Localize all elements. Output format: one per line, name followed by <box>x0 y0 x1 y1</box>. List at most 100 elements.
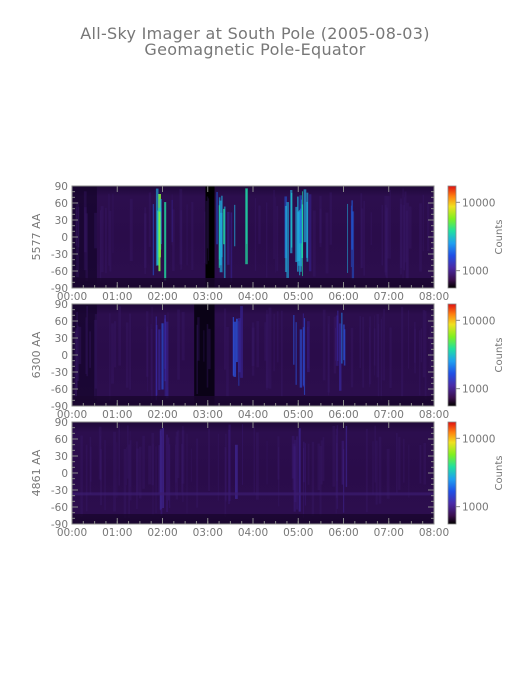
keogram-streak <box>299 329 303 388</box>
keogram-streak <box>383 308 385 381</box>
keogram-streak <box>230 212 233 282</box>
keogram-streak <box>144 207 147 275</box>
keogram-streak <box>307 326 309 369</box>
keogram-streak <box>386 196 390 259</box>
y-tick-label: -30 <box>51 367 68 379</box>
x-tick-label: 02:00 <box>147 409 177 421</box>
colorbar-tick-label: 10000 <box>462 433 495 445</box>
keogram-streak <box>306 192 309 262</box>
keogram-streak <box>136 441 138 510</box>
keogram-streak <box>419 203 422 272</box>
y-tick-label: 0 <box>61 350 68 362</box>
colorbar-tick-label: 10000 <box>462 315 495 327</box>
keogram-streak <box>225 448 227 502</box>
keogram-streak <box>75 328 77 398</box>
keogram-streak <box>336 425 339 509</box>
keogram-streak <box>404 197 406 271</box>
y-tick-label: 0 <box>61 232 68 244</box>
keogram-streak <box>181 311 185 361</box>
keogram-streak <box>377 323 380 397</box>
keogram-streak <box>177 309 180 380</box>
keogram-streak <box>284 205 288 273</box>
keogram-streak <box>216 191 218 245</box>
keogram-streak <box>327 315 330 393</box>
keogram-streak <box>296 436 298 510</box>
keogram-streak <box>278 447 280 507</box>
keogram-streak <box>414 321 416 363</box>
colorbar <box>447 421 457 525</box>
keogram-streak <box>196 438 199 508</box>
keogram-streak <box>113 321 117 368</box>
keogram-streak <box>401 306 404 397</box>
keogram-streak <box>89 331 91 368</box>
keogram-streak <box>325 212 329 274</box>
keogram-streak <box>125 447 127 486</box>
data-gap <box>205 186 215 288</box>
keogram-streak <box>365 428 368 513</box>
y-tick-label: 60 <box>55 316 68 328</box>
keogram-streak <box>402 205 406 270</box>
keogram-streak <box>159 199 162 245</box>
keogram-streak <box>174 444 176 496</box>
keogram-streak <box>217 433 219 501</box>
colorbar <box>447 185 457 289</box>
keogram-streak <box>298 428 301 512</box>
keogram-streak <box>384 195 388 273</box>
keogram-streak <box>320 440 323 485</box>
keogram-streak <box>105 207 107 274</box>
keogram-streak <box>205 200 208 265</box>
keogram-streak <box>360 193 363 269</box>
keogram-streak <box>191 201 194 271</box>
x-tick-label: 07:00 <box>374 527 404 539</box>
keogram-streak <box>405 210 409 280</box>
x-tick-label: 06:00 <box>328 527 358 539</box>
keogram-streak <box>90 446 92 482</box>
y-axis-label: 5577 AA <box>30 213 43 260</box>
keogram-streak <box>181 443 184 493</box>
keogram-streak <box>150 323 152 391</box>
title-block: All-Sky Imager at South Pole (2005-08-03… <box>0 26 510 58</box>
keogram-streak <box>219 212 223 273</box>
x-tick-label: 00:00 <box>57 409 87 421</box>
keogram-streak <box>142 435 145 489</box>
keogram-streak <box>223 308 227 370</box>
y-tick-label: -30 <box>51 249 68 261</box>
keogram-streak <box>138 446 142 499</box>
y-tick-label: 90 <box>55 417 68 429</box>
keogram-streak <box>255 432 259 500</box>
keogram-streak <box>186 204 188 266</box>
keogram-streak <box>128 444 131 518</box>
keogram-streak <box>234 444 238 499</box>
keogram-streak <box>221 195 223 258</box>
keogram-streak <box>171 194 173 246</box>
keogram-streak <box>109 210 112 272</box>
keogram-streak <box>245 188 248 265</box>
y-tick-label: -60 <box>51 502 68 514</box>
keogram-streak <box>295 206 298 263</box>
keogram-streak <box>85 213 88 282</box>
keogram-streak <box>299 195 303 244</box>
keogram-streak <box>427 202 430 252</box>
colorbar-tick-label: 1000 <box>462 502 489 514</box>
keogram-streak <box>86 306 89 377</box>
keogram-streak <box>181 430 185 484</box>
keogram-streak <box>74 330 77 397</box>
keogram-streak <box>322 437 325 481</box>
keogram-streak <box>164 318 166 369</box>
keogram-streak <box>341 312 343 364</box>
keogram-streak <box>118 306 122 366</box>
keogram-streak <box>335 435 337 514</box>
keogram-streak <box>406 202 409 280</box>
keogram-streak <box>337 310 339 361</box>
chart-title: All-Sky Imager at South Pole (2005-08-03… <box>80 24 430 43</box>
keogram-streak <box>268 307 272 389</box>
x-tick-label: 03:00 <box>193 527 223 539</box>
keogram-streak <box>125 322 129 388</box>
keogram-streak <box>407 310 410 369</box>
keogram-streak <box>147 326 148 392</box>
keogram-streak <box>297 212 301 261</box>
keogram-streak <box>89 436 92 495</box>
keogram-streak <box>241 424 243 485</box>
keogram-streak <box>75 207 77 246</box>
keogram-streak <box>290 189 293 254</box>
